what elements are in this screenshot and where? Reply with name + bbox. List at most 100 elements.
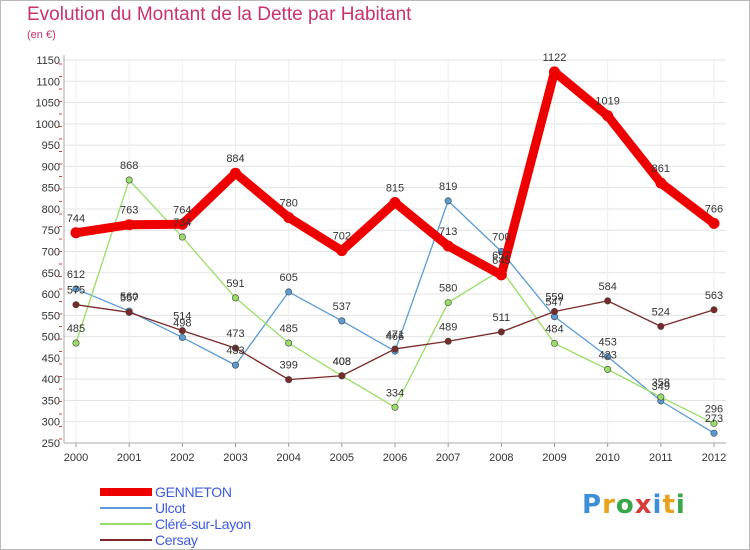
x-tick-label: 2010 (595, 452, 619, 464)
data-label: 700 (492, 232, 510, 244)
y-tick-label: 650 (42, 268, 60, 280)
data-point (549, 66, 560, 78)
legend-swatch (100, 507, 152, 509)
y-tick-label: 300 (42, 417, 60, 429)
logo-letter: i (675, 490, 686, 520)
data-point (655, 177, 667, 189)
y-tick-label: 1050 (36, 98, 60, 110)
data-point (338, 372, 346, 380)
data-point (708, 217, 720, 229)
y-tick-label: 500 (42, 332, 60, 344)
x-tick-label: 2004 (276, 452, 300, 464)
x-tick-label: 2008 (489, 452, 513, 464)
data-label: 514 (173, 311, 191, 323)
data-point (444, 299, 452, 307)
legend-swatch (100, 488, 152, 496)
data-point (550, 339, 558, 347)
data-point (232, 361, 240, 369)
y-tick-label: 1100 (36, 76, 60, 88)
data-point (710, 419, 718, 427)
data-label: 557 (120, 292, 138, 304)
data-point (72, 339, 80, 347)
data-point (70, 227, 82, 239)
data-label: 560 (120, 291, 138, 303)
data-point (657, 393, 665, 401)
data-label: 349 (652, 381, 670, 393)
data-label: 334 (386, 387, 404, 399)
data-label: 473 (226, 328, 244, 340)
data-point (178, 333, 186, 341)
data-label: 485 (279, 323, 297, 335)
data-point (391, 403, 399, 411)
data-point (657, 322, 665, 330)
data-point (391, 345, 399, 353)
data-point (444, 337, 452, 345)
data-point (232, 344, 240, 352)
data-label: 575 (67, 285, 85, 297)
data-point (232, 294, 240, 302)
data-point (444, 197, 452, 205)
data-point (602, 110, 614, 122)
data-label: 584 (598, 281, 616, 293)
logo-letter: i (652, 490, 663, 520)
data-label: 766 (705, 203, 723, 215)
data-label: 466 (386, 331, 404, 343)
data-label: 734 (173, 217, 191, 229)
y-tick-label: 450 (42, 353, 60, 365)
y-tick-label: 250 (42, 438, 60, 450)
data-point (178, 327, 186, 335)
data-label: 484 (545, 323, 563, 335)
data-label: 612 (67, 269, 85, 281)
y-tick-label: 1150 (36, 55, 60, 67)
data-label: 645 (492, 255, 510, 267)
logo-letter: x (634, 490, 653, 520)
data-label: 498 (173, 317, 191, 329)
y-tick-label: 900 (42, 161, 60, 173)
data-label: 358 (652, 377, 670, 389)
chart-title: Evolution du Montant de la Dette par Hab… (27, 4, 412, 25)
data-label: 744 (67, 213, 85, 225)
y-tick-label: 400 (42, 374, 60, 386)
data-point (338, 317, 346, 325)
legend-label: GENNETON (155, 484, 232, 500)
x-tick-label: 2006 (383, 452, 407, 464)
data-label: 559 (545, 292, 563, 304)
data-point (442, 240, 454, 252)
data-point (497, 328, 505, 336)
x-tick-label: 2005 (330, 452, 354, 464)
data-label: 580 (439, 283, 457, 295)
data-label: 563 (705, 290, 723, 302)
y-tick-label: 1000 (36, 119, 60, 131)
data-label: 453 (598, 337, 616, 349)
data-point (336, 245, 348, 257)
data-label: 1019 (595, 96, 619, 108)
data-label: 713 (439, 226, 457, 238)
data-label: 819 (439, 181, 457, 193)
legend-label: Ulcot (155, 500, 186, 516)
data-label: 702 (333, 231, 351, 243)
y-tick-label: 600 (42, 289, 60, 301)
data-label: 423 (598, 349, 616, 361)
x-tick-label: 2007 (436, 452, 460, 464)
y-tick-label: 550 (42, 310, 60, 322)
data-point (230, 167, 241, 179)
y-tick-label: 800 (42, 204, 60, 216)
data-point (125, 176, 133, 184)
legend-item: GENNETON (100, 484, 360, 500)
data-label: 485 (67, 323, 85, 335)
data-point (285, 376, 293, 384)
data-label: 815 (386, 183, 404, 195)
data-point (604, 353, 612, 361)
legend: GENNETON Ulcot Cléré-sur-Layon Cersay (100, 484, 360, 548)
x-tick-label: 2000 (64, 452, 88, 464)
x-tick-label: 2003 (223, 452, 247, 464)
x-tick-label: 2001 (117, 452, 141, 464)
data-point (283, 211, 295, 223)
data-label: 433 (226, 345, 244, 357)
chart-unit: (en €) (27, 29, 56, 41)
x-tick-label: 2002 (170, 452, 194, 464)
data-label: 764 (173, 204, 191, 216)
brand-logo: Proxiti (582, 490, 686, 520)
